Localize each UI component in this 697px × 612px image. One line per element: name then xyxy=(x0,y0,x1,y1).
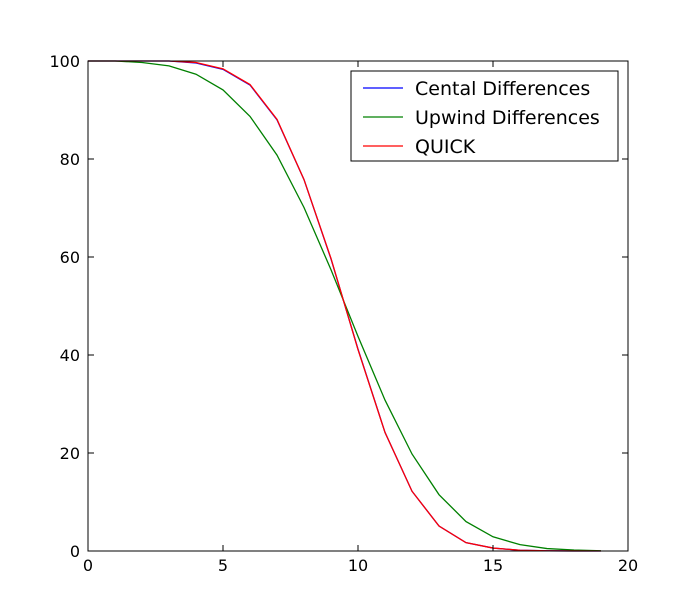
x-tick-label-4: 20 xyxy=(618,556,638,575)
x-tick-label-1: 5 xyxy=(218,556,228,575)
legend-label-0: Cental Differences xyxy=(415,78,590,100)
legend-box xyxy=(350,70,619,162)
y-tick-label-4: 80 xyxy=(60,150,80,169)
x-tick-label-2: 10 xyxy=(348,556,368,575)
x-tick-label-3: 15 xyxy=(483,556,503,575)
axis-ticks: 0 5 10 15 20 0 20 40 60 80 100 xyxy=(49,52,638,575)
y-tick-label-0: 0 xyxy=(70,542,80,561)
legend-label-2: QUICK xyxy=(415,136,476,158)
y-tick-label-1: 20 xyxy=(60,444,80,463)
x-tick-label-0: 0 xyxy=(83,556,93,575)
legend: Cental Differences Upwind Differences QUIC… xyxy=(350,70,619,162)
y-tick-label-5: 100 xyxy=(49,52,80,71)
y-tick-label-2: 40 xyxy=(60,346,80,365)
legend-label-1: Upwind Differences xyxy=(415,107,600,129)
y-tick-label-3: 60 xyxy=(60,248,80,267)
